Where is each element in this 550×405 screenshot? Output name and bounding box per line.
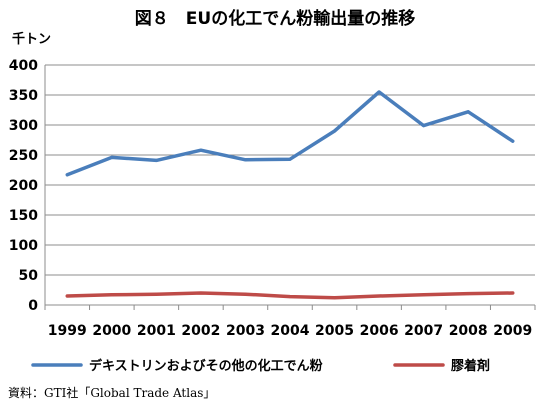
series-line-1 (65, 90, 515, 177)
data-point (422, 124, 426, 128)
x-tick-label: 2004 (271, 323, 310, 339)
data-point (154, 158, 158, 162)
x-tick-label: 2002 (181, 323, 220, 339)
y-axis-unit-label: 千トン (12, 31, 51, 47)
data-point (333, 296, 337, 300)
data-point (466, 110, 470, 114)
x-tick-label: 2009 (493, 323, 532, 339)
data-point (243, 158, 247, 162)
data-point (466, 292, 470, 296)
x-tick-label: 2008 (449, 323, 488, 339)
data-point (243, 292, 247, 296)
y-tick-labels: 0 50 100 150 200 250 300 350 400 (9, 58, 38, 314)
y-tick-label: 0 (28, 298, 38, 314)
data-point (199, 291, 203, 295)
x-tick-label: 2000 (92, 323, 131, 339)
chart-title: 図８ EUの化工でん粉輸出量の推移 (134, 9, 416, 29)
source-note: 資料：GTI社「Global Trade Atlas」 (8, 386, 216, 400)
y-tick-label: 50 (19, 268, 39, 284)
x-tick-label: 2006 (360, 323, 399, 339)
data-point (288, 157, 292, 161)
data-point (377, 90, 381, 94)
x-tick-label: 2005 (315, 323, 354, 339)
data-point (154, 292, 158, 296)
x-tick-label: 2007 (404, 323, 443, 339)
data-point (288, 295, 292, 299)
x-tick-label: 2003 (226, 323, 265, 339)
data-point (65, 294, 69, 298)
x-tick-labels: 1999 2000 2001 2002 2003 2004 2005 2006 2007 2008… (48, 323, 532, 339)
axes (44, 65, 536, 310)
gridlines (45, 64, 535, 276)
data-point (110, 293, 114, 297)
data-point (511, 139, 515, 143)
legend: デキストリンおよびその他の化工でん粉 膠着剤 (31, 358, 490, 374)
y-tick-label: 350 (9, 88, 38, 104)
data-point (199, 148, 203, 152)
legend-label: 膠着剤 (451, 358, 490, 374)
data-point (333, 129, 337, 133)
x-tick-label: 1999 (48, 323, 87, 339)
data-point (65, 173, 69, 177)
y-tick-label: 150 (9, 208, 38, 224)
data-point (422, 293, 426, 297)
data-point (377, 294, 381, 298)
data-point (511, 291, 515, 295)
data-point (110, 155, 114, 159)
series-lines (65, 90, 515, 300)
y-tick-label: 250 (9, 148, 38, 164)
y-tick-label: 100 (9, 238, 38, 254)
y-tick-label: 300 (9, 118, 38, 134)
x-tick-label: 2001 (137, 323, 176, 339)
y-tick-label: 200 (9, 178, 38, 194)
y-tick-label: 400 (9, 58, 38, 74)
legend-label: デキストリンおよびその他の化工でん粉 (89, 358, 323, 374)
